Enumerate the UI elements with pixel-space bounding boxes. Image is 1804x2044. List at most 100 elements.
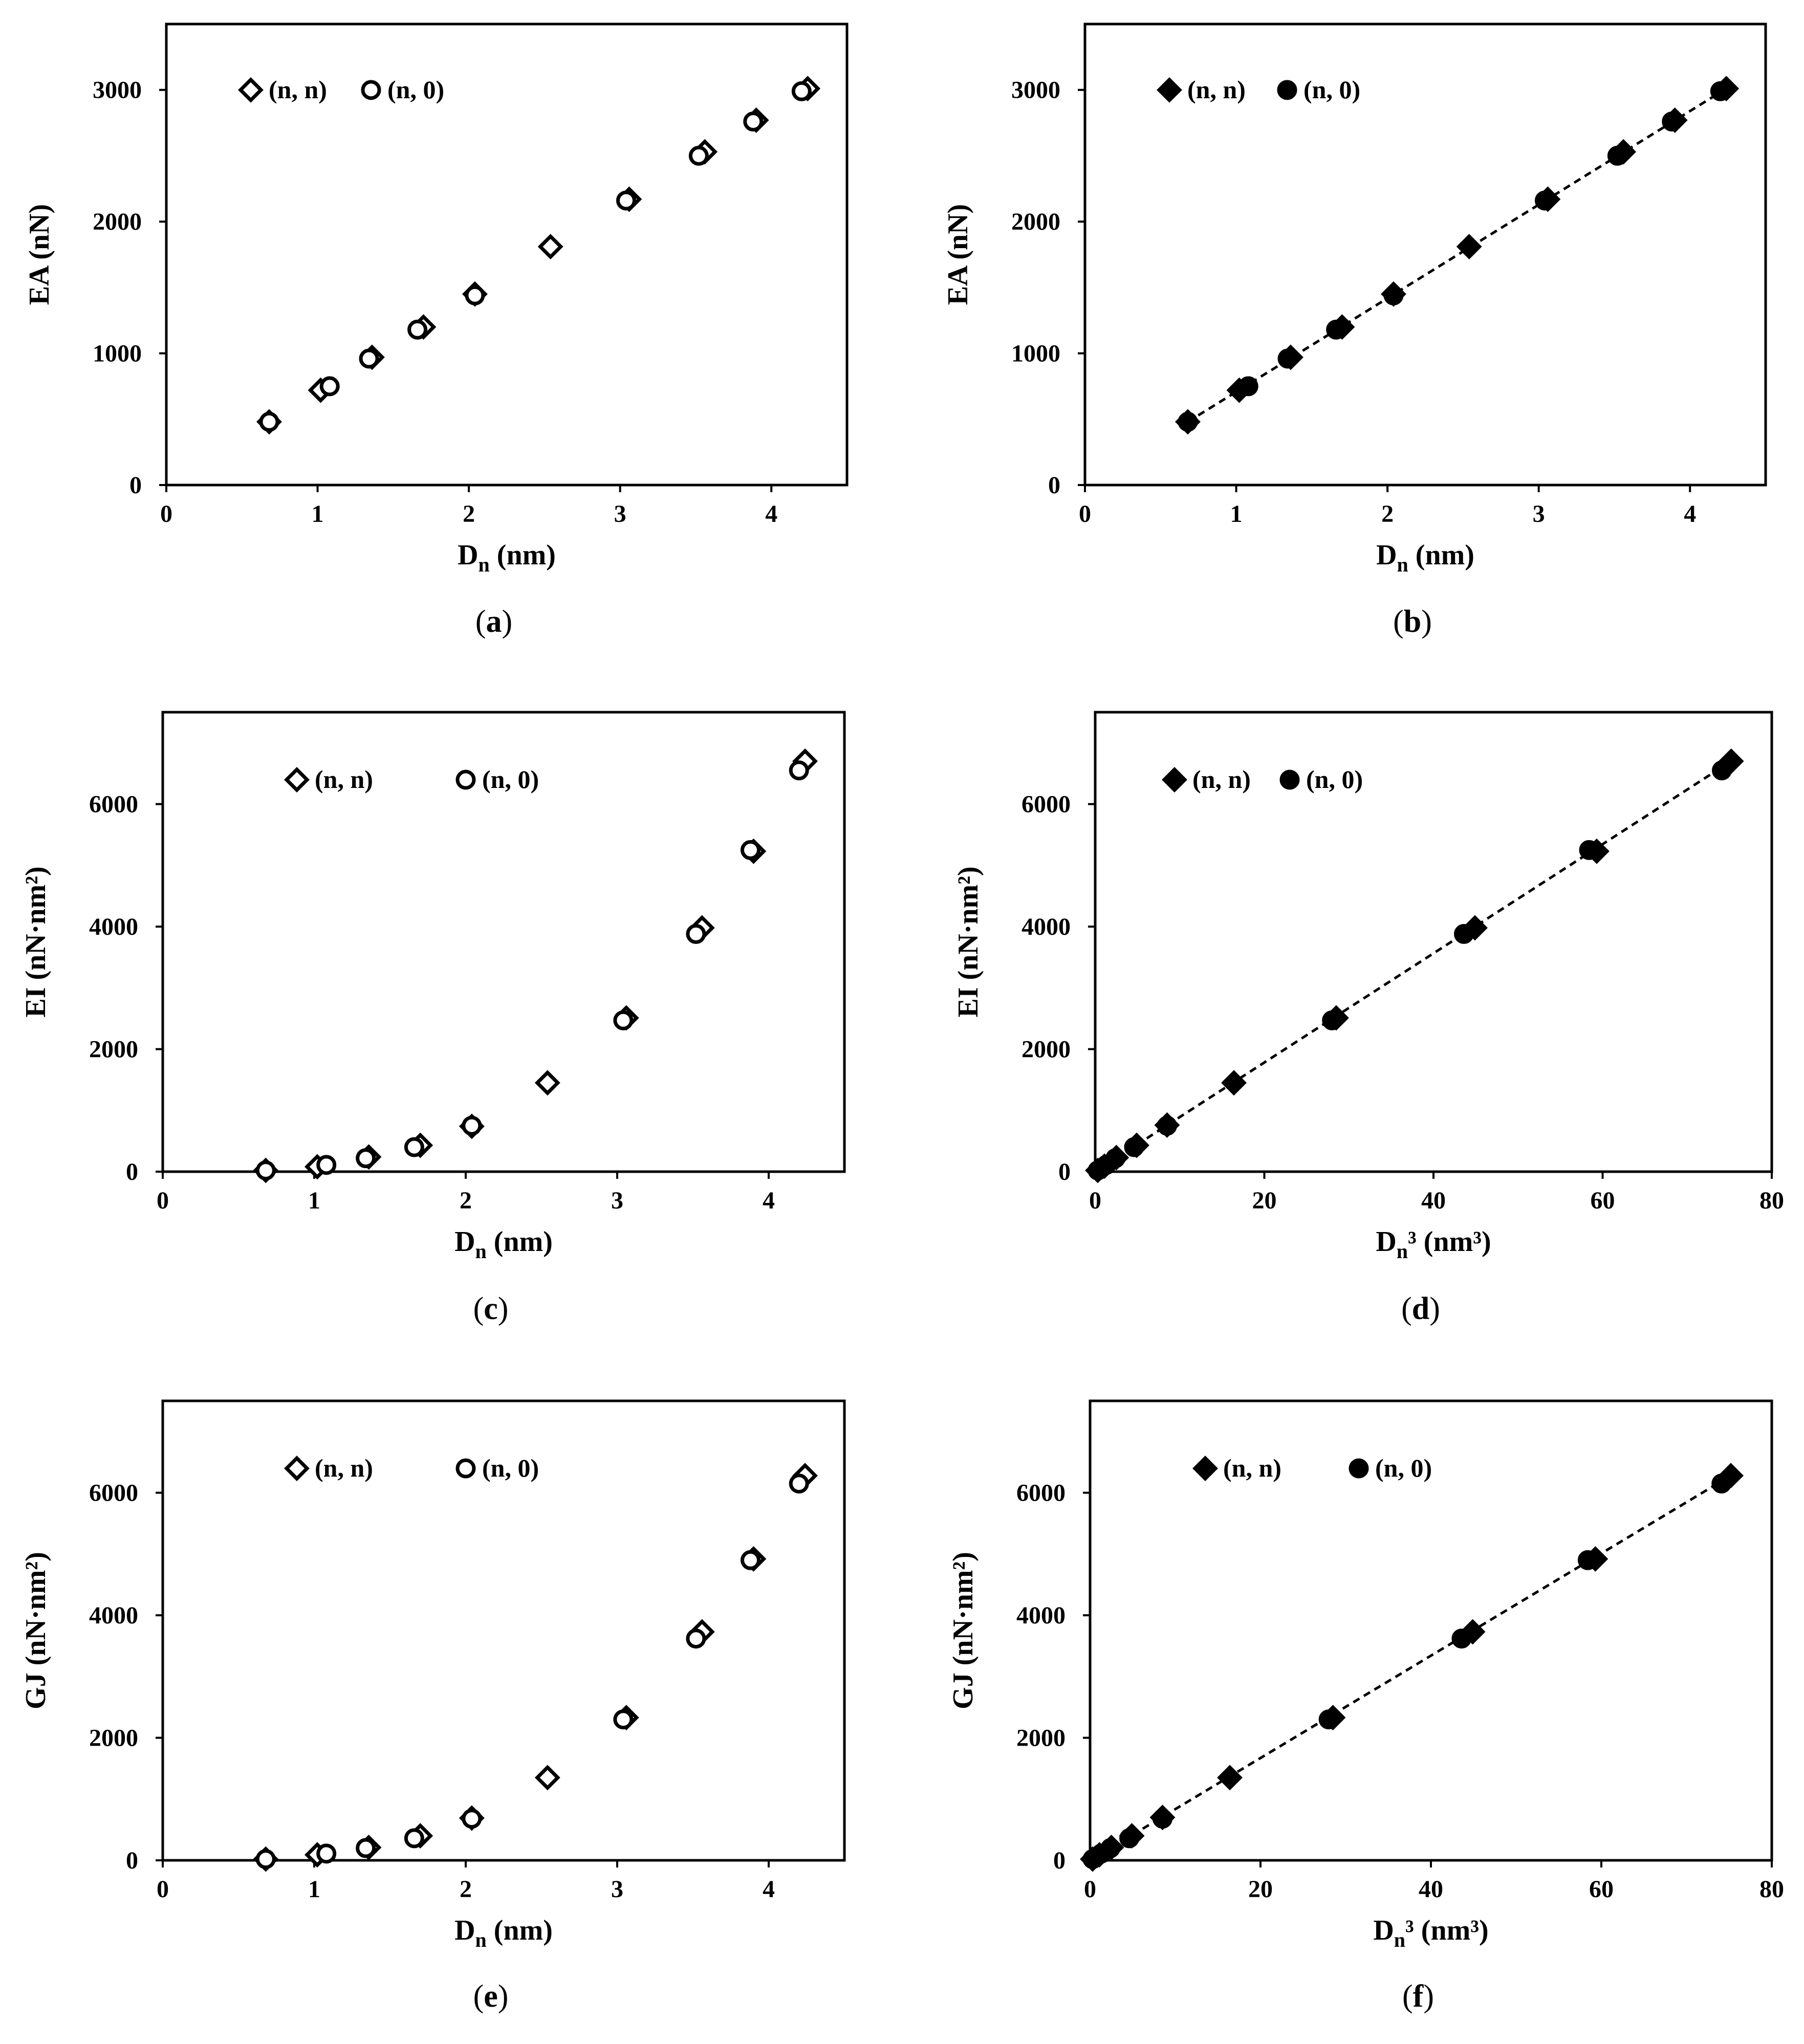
legend-marker-diamond [284, 767, 310, 793]
caption-letter: d [1412, 1291, 1429, 1326]
series-n-0 [1178, 81, 1730, 432]
data-point [1322, 1010, 1342, 1030]
legend-label: (n, n) [1187, 75, 1246, 104]
x-tick-label: 3 [611, 1187, 623, 1214]
y-axis-label: EA (nN) [942, 204, 974, 305]
x-tick-label: 40 [1419, 1876, 1443, 1903]
series-n-n [1175, 76, 1740, 435]
fit-line [1187, 87, 1727, 423]
data-point [537, 234, 563, 260]
x-tick-label: 4 [763, 1876, 775, 1903]
x-tick-label: 0 [1084, 1876, 1096, 1903]
caption-paren: ) [502, 604, 513, 639]
x-tick-label: 1 [308, 1876, 320, 1903]
x-axis-label-sub: n [1397, 1240, 1408, 1263]
y-tick-label: 3000 [1011, 77, 1060, 104]
x-axis-label-rest: ³ (nm³) [1405, 1915, 1489, 1946]
caption-paren: ( [473, 1979, 484, 2014]
caption-letter: a [486, 604, 502, 639]
legend: (n, n) (n, 0) [284, 1454, 539, 1482]
data-point [356, 1148, 376, 1169]
legend-marker-diamond [1157, 77, 1182, 103]
x-tick-label: 0 [160, 500, 172, 528]
data-point [462, 1115, 482, 1136]
x-axis-label: Dn³ (nm³) [1376, 1226, 1491, 1263]
legend-label: (n, 0) [482, 1454, 539, 1482]
data-point [1577, 1550, 1598, 1570]
y-axis-label: GJ (nN·nm²) [947, 1552, 979, 1709]
data-point [1710, 81, 1730, 101]
legend-marker-circle [1279, 770, 1300, 790]
y-tick-label: 1000 [1011, 340, 1060, 367]
x-tick-label: 0 [1089, 1187, 1101, 1214]
x-tick-label: 4 [765, 500, 777, 528]
series-n-n [253, 748, 818, 1183]
legend-label: (n, n) [1192, 765, 1251, 794]
y-tick-label: 0 [1048, 472, 1060, 499]
data-point [534, 1765, 560, 1791]
data-point [688, 145, 709, 166]
chart-panel-f: 0 20 40 60 80 0 2000 4000 6000 GJ (nN·nm²) Dn³ (nm… [947, 1399, 1784, 2014]
series-n-0 [255, 760, 809, 1181]
legend-label: (n, n) [315, 765, 373, 794]
x-axis-label-main: D [1373, 1915, 1394, 1946]
data-point [1100, 1838, 1121, 1858]
series-n-0 [1088, 760, 1732, 1181]
x-axis-label: Dn (nm) [1376, 539, 1474, 576]
data-point [1217, 1765, 1243, 1791]
data-point [743, 111, 764, 131]
legend-label: (n, n) [315, 1454, 373, 1482]
x-tick-label: 0 [1079, 500, 1091, 528]
caption-paren: ) [498, 1291, 509, 1326]
caption-letter: e [484, 1979, 498, 2014]
x-tick-label: 1 [308, 1187, 320, 1214]
y-tick-label: 2000 [1011, 208, 1060, 235]
legend-marker-circle [361, 80, 381, 100]
x-tick-label: 2 [463, 500, 475, 528]
y-tick-label: 1000 [93, 340, 142, 367]
legend: (n, n) (n, 0) [1157, 75, 1360, 104]
data-point [789, 1474, 809, 1494]
x-tick-label: 3 [611, 1876, 623, 1903]
y-axis-label: EI (nN·nm²) [20, 866, 52, 1017]
legend: (n, n) (n, 0) [1162, 765, 1363, 794]
caption-paren: ) [498, 1979, 509, 2014]
x-tick-label: 60 [1591, 1187, 1615, 1214]
legend-label: (n, n) [1223, 1454, 1281, 1482]
panel-caption: (a) [475, 604, 512, 639]
x-tick-label: 1 [312, 500, 324, 528]
y-axis-label: GJ (nN·nm²) [20, 1552, 52, 1709]
data-point [316, 1843, 337, 1864]
legend-marker-circle [1349, 1458, 1369, 1479]
data-point [404, 1137, 424, 1157]
data-point [1238, 376, 1258, 397]
x-tick-label: 20 [1248, 1876, 1273, 1903]
y-tick-label: 0 [1053, 1847, 1066, 1874]
data-point [686, 1629, 706, 1649]
x-tick-label: 4 [1684, 500, 1696, 528]
y-tick-label: 6000 [89, 1480, 138, 1507]
y-tick-label: 0 [126, 1847, 138, 1874]
x-axis-label-rest: (nm) [487, 1226, 553, 1258]
y-tick-label: 2000 [89, 1036, 138, 1063]
data-point [407, 319, 428, 340]
data-point [1105, 1148, 1126, 1169]
x-tick-label: 20 [1252, 1187, 1277, 1214]
y-tick-label: 4000 [1016, 1602, 1066, 1629]
data-point [1326, 319, 1346, 340]
y-tick-label: 2000 [1021, 1036, 1071, 1063]
series-n-0 [255, 1474, 809, 1870]
legend-marker-diamond [1162, 767, 1187, 793]
data-point [1153, 1809, 1173, 1829]
data-point [255, 1160, 276, 1181]
plot-frame [1083, 23, 1767, 487]
y-tick-label: 4000 [89, 1602, 138, 1629]
data-point [1221, 1070, 1247, 1096]
legend-marker-circle [455, 770, 476, 790]
caption-paren: ) [1421, 604, 1432, 639]
x-tick-label: 0 [157, 1187, 169, 1214]
y-tick-label: 2000 [1016, 1725, 1066, 1752]
legend: (n, n) (n, 0) [284, 765, 539, 794]
